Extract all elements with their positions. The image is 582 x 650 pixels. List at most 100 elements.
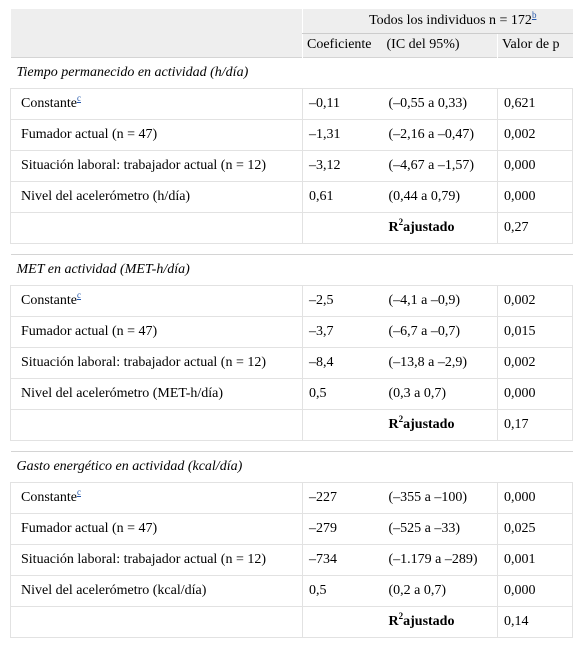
section-title: Tiempo permanecido en actividad (h/día) <box>10 56 573 88</box>
row-label: Constante <box>21 95 77 111</box>
row-label-cell: Constantec <box>10 284 303 316</box>
row-label: Situación laboral: trabajador actual (n … <box>21 157 267 173</box>
header-group-label: Todos los individuos n = 172 <box>369 12 532 28</box>
section-title-row: Gasto energético en actividad (kcal/día) <box>10 450 573 482</box>
coef-cell: 0,5 <box>302 574 383 606</box>
table-row: Constantec –2,5 (–4,1 a –0,9) 0,002 <box>10 284 574 316</box>
r2-exponent: 2 <box>398 610 404 621</box>
ic-cell: (0,3 a 0,7) <box>382 377 498 409</box>
coef-cell: 0,61 <box>302 180 383 212</box>
row-label-cell: Fumador actual (n = 47) <box>10 315 303 347</box>
ic-cell: (–1.179 a –289) <box>382 543 498 575</box>
row-label: Constante <box>21 489 77 505</box>
r2-empty-cell <box>10 605 303 638</box>
p-value-cell: 0,002 <box>496 284 574 316</box>
p-value-cell: 0,002 <box>496 118 574 150</box>
row-label-cell: Situación laboral: trabajador actual (n … <box>10 543 303 575</box>
section-title-row: MET en actividad (MET-h/día) <box>10 253 573 285</box>
footnote-b-link[interactable]: b <box>531 9 537 20</box>
ic-cell: (–6,7 a –0,7) <box>382 315 498 347</box>
table-row: Situación laboral: trabajador actual (n … <box>10 149 574 181</box>
p-value-cell: 0,000 <box>496 574 574 606</box>
r2-label-cell: R2ajustado <box>382 211 498 244</box>
ic-cell: (–0,55 a 0,33) <box>382 87 498 119</box>
header-empty-cell <box>10 33 303 57</box>
row-label: Constante <box>21 292 77 308</box>
table-row: Fumador actual (n = 47) –279 (–525 a –33) 0… <box>10 512 574 544</box>
r2-empty-cell <box>302 211 383 244</box>
r2-empty-cell <box>302 605 383 638</box>
coef-cell: 0,5 <box>302 377 383 409</box>
coef-cell: –3,12 <box>302 149 383 181</box>
row-label-cell: Fumador actual (n = 47) <box>10 512 303 544</box>
p-value-cell: 0,621 <box>496 87 574 119</box>
ic-cell: (–4,1 a –0,9) <box>382 284 498 316</box>
row-label-cell: Situación laboral: trabajador actual (n … <box>10 346 303 378</box>
section-title: MET en actividad (MET-h/día) <box>10 253 573 285</box>
row-label: Fumador actual (n = 47) <box>21 126 158 142</box>
r2-exponent: 2 <box>398 216 404 227</box>
r2-exponent: 2 <box>398 413 404 424</box>
p-value-cell: 0,002 <box>496 346 574 378</box>
r2-row: R2ajustado 0,17 <box>10 408 574 441</box>
row-label: Nivel del acelerómetro (kcal/día) <box>21 582 207 598</box>
r2-letter: R <box>388 219 399 235</box>
coef-cell: –2,5 <box>302 284 383 316</box>
coef-cell: –0,11 <box>302 87 383 119</box>
row-label: Situación laboral: trabajador actual (n … <box>21 354 267 370</box>
r2-label: R2ajustado <box>389 610 455 629</box>
r2-label-cell: R2ajustado <box>382 605 498 638</box>
coef-cell: –3,7 <box>302 315 383 347</box>
r2-row: R2ajustado 0,14 <box>10 605 574 638</box>
r2-value: 0,27 <box>496 211 574 244</box>
r2-value: 0,17 <box>496 408 574 441</box>
r2-subscript: ajustado <box>403 416 455 432</box>
header-group-cell: Todos los individuos n = 172b <box>301 9 573 34</box>
ic-cell: (–13,8 a –2,9) <box>382 346 498 378</box>
footnote-c-link[interactable]: c <box>77 289 81 300</box>
regression-table: Todos los individuos n = 172b Coeficient… <box>10 9 574 638</box>
table-row: Fumador actual (n = 47) –3,7 (–6,7 a –0,7)… <box>10 315 574 347</box>
r2-subscript: ajustado <box>403 613 455 629</box>
section-title: Gasto energético en actividad (kcal/día) <box>10 450 573 482</box>
row-label-cell: Nivel del acelerómetro (h/día) <box>10 180 303 212</box>
header-row-columns: Coeficiente (IC del 95%) Valor de p <box>10 33 573 57</box>
header-p: Valor de p <box>496 33 573 57</box>
r2-row: R2ajustado 0,27 <box>10 211 574 244</box>
r2-subscript: ajustado <box>403 219 455 235</box>
r2-empty-cell <box>302 408 383 441</box>
table-row: Fumador actual (n = 47) –1,31 (–2,16 a –0,… <box>10 118 574 150</box>
ic-cell: (0,2 a 0,7) <box>382 574 498 606</box>
coef-cell: –734 <box>302 543 383 575</box>
table-row: Nivel del acelerómetro (h/día) 0,61 (0,44 … <box>10 180 574 212</box>
row-label-cell: Fumador actual (n = 47) <box>10 118 303 150</box>
section-gap <box>11 243 573 254</box>
coef-cell: –1,31 <box>302 118 383 150</box>
footnote-c-link[interactable]: c <box>77 92 81 103</box>
p-value-cell: 0,015 <box>496 315 574 347</box>
row-label-cell: Constantec <box>10 481 303 513</box>
row-label-cell: Situación laboral: trabajador actual (n … <box>10 149 303 181</box>
p-value-cell: 0,001 <box>496 543 574 575</box>
coef-cell: –8,4 <box>302 346 383 378</box>
ic-cell: (0,44 a 0,79) <box>382 180 498 212</box>
table-row: Situación laboral: trabajador actual (n … <box>10 346 574 378</box>
gap-cell <box>11 243 573 254</box>
p-value-cell: 0,000 <box>496 481 574 513</box>
coef-cell: –279 <box>302 512 383 544</box>
table-row: Nivel del acelerómetro (kcal/día) 0,5 (0,2… <box>10 574 574 606</box>
section-title-row: Tiempo permanecido en actividad (h/día) <box>10 56 573 88</box>
r2-empty-cell <box>10 408 303 441</box>
p-value-cell: 0,025 <box>496 512 574 544</box>
row-label: Situación laboral: trabajador actual (n … <box>21 551 267 567</box>
row-label-cell: Nivel del acelerómetro (MET-h/día) <box>10 377 303 409</box>
ic-cell: (–355 a –100) <box>382 481 498 513</box>
p-value-cell: 0,000 <box>496 149 574 181</box>
r2-label: R2ajustado <box>388 413 455 432</box>
row-label: Nivel del acelerómetro (MET-h/día) <box>21 385 224 401</box>
ic-cell: (–4,67 a –1,57) <box>382 149 498 181</box>
footnote-c-link[interactable]: c <box>77 486 81 497</box>
r2-letter: R <box>388 416 399 432</box>
row-label: Nivel del acelerómetro (h/día) <box>21 188 191 204</box>
header-coef: Coeficiente <box>302 33 383 57</box>
